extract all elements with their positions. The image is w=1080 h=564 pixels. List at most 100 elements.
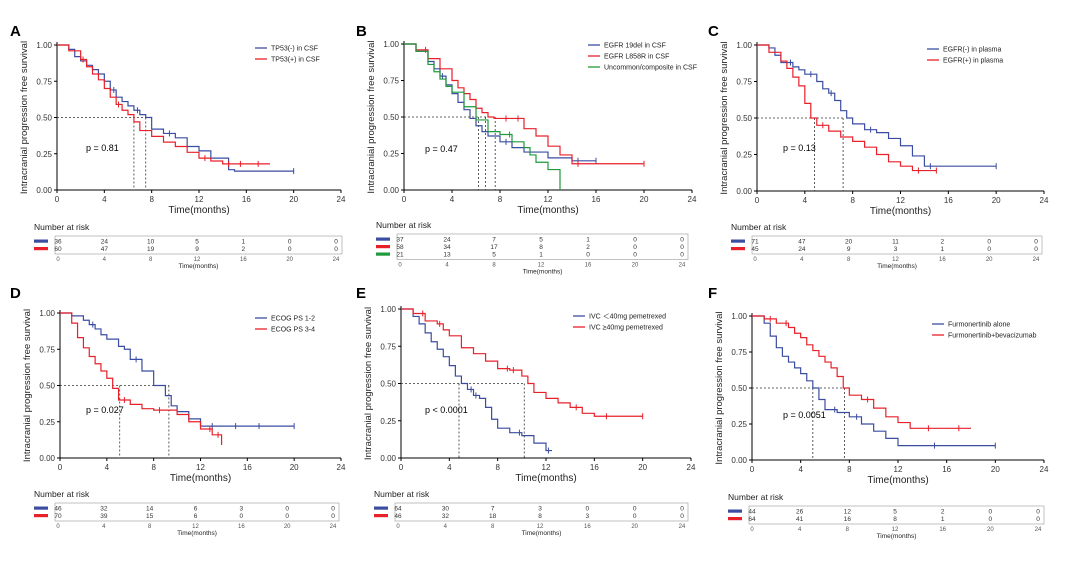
x-tick-label: 8 (847, 465, 852, 474)
risk-count: 0 (989, 508, 993, 515)
risk-row-color-red (374, 514, 388, 518)
risk-count: 1 (941, 516, 945, 523)
risk-count: 1 (941, 246, 945, 253)
risk-x-tick-label: 4 (444, 524, 448, 530)
risk-x-tick-label: 8 (148, 524, 152, 530)
risk-count: 32 (442, 513, 450, 520)
risk-count: 0 (331, 513, 335, 520)
risk-count: 58 (396, 244, 404, 251)
risk-x-tick-label: 0 (398, 263, 402, 269)
risk-x-tick-label: 16 (240, 257, 247, 263)
y-tick-label: 0.00 (36, 186, 52, 195)
risk-table-title: Number at risk (34, 222, 90, 232)
risk-count: 24 (798, 246, 806, 253)
y-tick-label: 1.00 (383, 40, 399, 49)
y-tick-label: 0.50 (36, 114, 52, 123)
panel-letter: A (10, 23, 21, 40)
risk-count: 0 (285, 505, 289, 512)
x-tick-label: 4 (447, 463, 452, 472)
y-axis-title: Intracranial progression free survival (22, 309, 33, 462)
risk-count: 14 (146, 505, 154, 512)
legend-label: EGFR(-) in plasma (943, 47, 1001, 54)
risk-x-tick-label: 24 (330, 524, 337, 530)
risk-count: 3 (538, 505, 542, 512)
risk-count: 1 (586, 236, 590, 243)
risk-count: 0 (586, 505, 590, 512)
y-tick-label: 0.75 (380, 342, 396, 351)
x-axis-title: Time(months) (870, 206, 931, 217)
x-tick-label: 12 (896, 196, 905, 205)
y-tick-label: 0.00 (380, 454, 396, 463)
x-tick-label: 0 (58, 463, 63, 472)
risk-table-title: Number at risk (376, 220, 432, 230)
risk-count: 12 (844, 508, 852, 515)
x-tick-label: 20 (992, 196, 1001, 205)
risk-x-tick-label: 24 (1035, 527, 1042, 533)
risk-count: 71 (751, 238, 759, 245)
risk-count: 0 (680, 244, 684, 251)
risk-x-tick-label: 16 (584, 524, 591, 530)
risk-table-frame (54, 235, 343, 255)
risk-count: 0 (240, 513, 244, 520)
risk-count: 7 (491, 505, 495, 512)
x-tick-label: 4 (102, 195, 107, 204)
legend-label: Furmonertinib alone (948, 322, 1010, 329)
risk-count: 0 (1034, 246, 1038, 253)
y-tick-label: 0.50 (39, 382, 55, 391)
risk-count: 5 (539, 236, 543, 243)
x-tick-label: 8 (151, 463, 156, 472)
risk-count: 0 (288, 238, 292, 245)
y-tick-label: 0.00 (731, 456, 747, 465)
risk-count: 13 (443, 251, 451, 258)
risk-count: 32 (100, 505, 108, 512)
risk-x-tick-label: 12 (892, 257, 899, 263)
risk-count: 26 (796, 508, 804, 515)
survival-curve-red (57, 44, 270, 165)
risk-table-frame (751, 235, 1043, 255)
risk-count: 0 (288, 246, 292, 253)
legend-label: ECOG PS 3-4 (271, 327, 315, 334)
risk-x-tick-label: 16 (939, 527, 946, 533)
p-value: p = 0.027 (86, 405, 124, 415)
y-tick-label: 0.75 (383, 77, 399, 86)
p-value: p = 0.0051 (783, 410, 826, 420)
panel-letter: D (10, 285, 21, 302)
risk-count: 0 (680, 236, 684, 243)
p-value: p = 0.81 (86, 143, 119, 153)
y-tick-label: 0.75 (39, 345, 55, 354)
y-tick-label: 0.25 (380, 417, 396, 426)
x-tick-label: 16 (592, 195, 601, 204)
risk-count: 34 (443, 244, 451, 251)
x-tick-label: 4 (798, 465, 803, 474)
panel-letter: F (708, 285, 717, 302)
risk-row-color-blue (34, 239, 48, 243)
survival-curve-red (752, 315, 971, 429)
x-tick-label: 24 (687, 463, 696, 472)
p-value: p = 0.13 (783, 143, 816, 153)
risk-count: 47 (798, 238, 806, 245)
risk-count: 0 (633, 251, 637, 258)
risk-x-tick-label: 8 (149, 257, 153, 263)
risk-row-color-blue (376, 237, 390, 241)
risk-row-color-green (376, 252, 390, 256)
risk-count: 5 (492, 251, 496, 258)
risk-x-tick-label: 4 (798, 527, 802, 533)
y-tick-label: 0.50 (736, 114, 752, 123)
risk-row-color-red (731, 247, 745, 251)
risk-row-color-blue (34, 506, 48, 510)
survival-curve-blue (401, 308, 553, 452)
risk-x-axis-title: Time(months) (523, 269, 563, 276)
x-axis-title: Time(months) (517, 205, 578, 216)
x-tick-label: 24 (1040, 465, 1049, 474)
risk-x-tick-label: 20 (986, 257, 993, 263)
risk-count: 0 (334, 238, 338, 245)
risk-row-color-red (34, 247, 48, 251)
risk-count: 0 (1034, 238, 1038, 245)
risk-table-frame (54, 502, 340, 522)
risk-count: 0 (1036, 508, 1040, 515)
y-axis-title: Intracranial progression free survival (366, 40, 377, 193)
risk-count: 0 (987, 246, 991, 253)
risk-count: 0 (633, 236, 637, 243)
risk-x-axis-title: Time(months) (522, 530, 562, 537)
risk-x-tick-label: 24 (333, 257, 340, 263)
